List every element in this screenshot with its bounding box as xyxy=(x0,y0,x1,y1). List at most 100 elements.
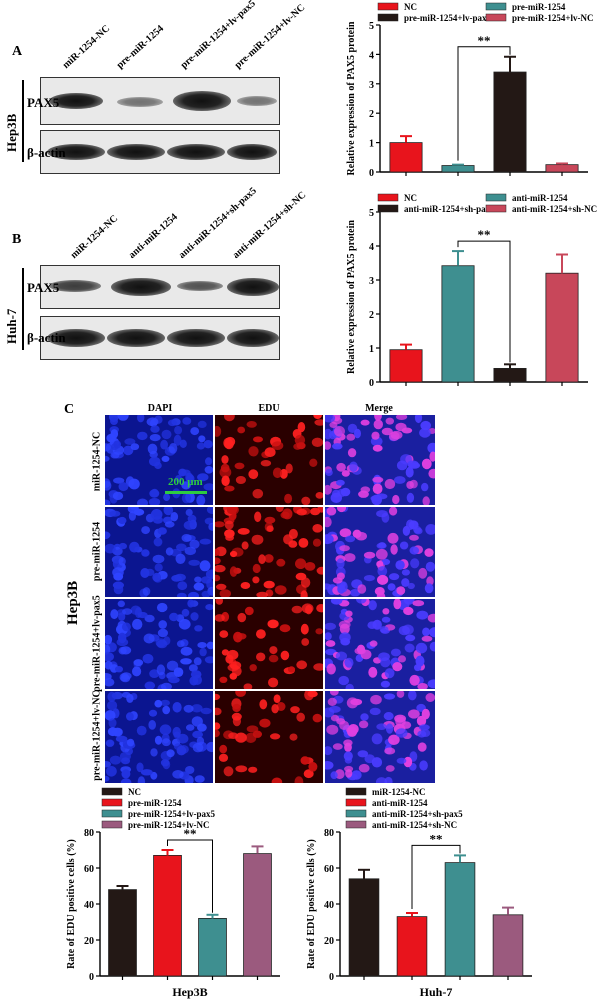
nucleus xyxy=(379,626,389,633)
chart-b: 0 1 2 3 4 5 Relative expression of PAX5 protei… xyxy=(346,193,597,389)
bar xyxy=(348,878,380,977)
band xyxy=(237,96,277,106)
chart-title: Huh-7 xyxy=(420,985,453,999)
nucleus xyxy=(163,507,174,516)
nucleus xyxy=(405,634,416,642)
nucleus xyxy=(399,541,409,550)
nucleus xyxy=(110,417,118,425)
nucleus xyxy=(315,628,323,635)
nucleus xyxy=(377,574,389,585)
nucleus xyxy=(235,765,248,773)
nucleus xyxy=(395,415,408,420)
nucleus xyxy=(258,554,266,565)
nucleus xyxy=(325,534,334,545)
nucleus xyxy=(237,528,250,535)
nucleus xyxy=(421,708,430,720)
nucleus xyxy=(190,427,200,436)
protein-label-actin: β-actin xyxy=(27,330,66,345)
nucleus xyxy=(403,606,414,616)
scale-bar-line xyxy=(165,491,207,494)
nucleus xyxy=(352,529,362,538)
nucleus xyxy=(336,507,347,513)
nucleus xyxy=(162,759,171,770)
nucleus xyxy=(259,699,268,710)
nucleus xyxy=(337,488,347,497)
nucleus xyxy=(374,587,385,596)
nucleus xyxy=(117,415,129,421)
nucleus xyxy=(335,651,348,661)
nucleus xyxy=(178,619,191,630)
nucleus xyxy=(429,627,435,638)
nucleus xyxy=(150,771,158,780)
nucleus xyxy=(427,679,435,689)
nucleus xyxy=(105,652,114,662)
nucleus xyxy=(304,691,314,701)
nucleus xyxy=(298,538,309,548)
nucleus xyxy=(369,707,381,716)
nucleus xyxy=(241,541,249,550)
nucleus xyxy=(146,417,159,427)
nucleus xyxy=(326,507,337,516)
nucleus xyxy=(398,655,406,663)
legend-label: pre-miR-1254 xyxy=(128,798,182,808)
nucleus xyxy=(398,625,410,636)
nucleus xyxy=(421,482,429,492)
nucleus xyxy=(326,724,339,735)
cell-line-bracket xyxy=(22,80,24,162)
nucleus xyxy=(230,550,238,558)
blot-actin-b xyxy=(40,316,280,360)
nucleus xyxy=(110,609,119,620)
lane-label: miR-1254-NC xyxy=(68,213,121,261)
nucleus xyxy=(188,591,199,597)
y-tick-label: 2 xyxy=(369,310,374,321)
band xyxy=(111,278,171,296)
legend-swatch xyxy=(485,204,507,213)
nucleus xyxy=(347,724,359,735)
y-axis-label: Rate of EDU positive cells (%) xyxy=(306,839,317,969)
nucleus xyxy=(230,661,242,670)
nucleus xyxy=(105,761,111,768)
nucleus xyxy=(376,510,388,518)
legend-label: NC xyxy=(404,2,417,12)
significance-bracket xyxy=(167,839,213,913)
nucleus xyxy=(341,470,350,477)
bar xyxy=(545,164,579,173)
nucleus xyxy=(105,499,111,505)
nucleus xyxy=(372,483,383,495)
bar xyxy=(396,916,428,977)
nucleus xyxy=(404,643,415,653)
nucleus xyxy=(121,622,131,632)
nucleus xyxy=(429,641,435,652)
nucleus xyxy=(392,494,400,505)
column-header: DAPI xyxy=(147,403,173,414)
nucleus xyxy=(358,720,369,729)
significance-bracket xyxy=(457,46,511,161)
nucleus xyxy=(215,574,221,582)
nucleus xyxy=(215,599,223,605)
nucleus xyxy=(256,652,266,662)
nucleus xyxy=(106,766,117,777)
legend-label: NC xyxy=(404,193,417,203)
nucleus xyxy=(360,649,372,660)
nucleus xyxy=(405,466,414,478)
nucleus xyxy=(346,697,359,709)
nucleus xyxy=(136,762,144,773)
nucleus xyxy=(268,677,279,688)
nucleus xyxy=(381,558,391,565)
nucleus xyxy=(356,599,367,604)
nucleus xyxy=(422,496,430,505)
nucleus xyxy=(272,467,283,479)
nuclei-layer xyxy=(325,599,435,689)
nucleus xyxy=(235,732,247,743)
significance-label: ** xyxy=(478,33,491,48)
nucleus xyxy=(334,426,345,437)
y-tick-label: 1 xyxy=(369,344,374,355)
nucleus xyxy=(116,638,129,647)
nucleus xyxy=(345,535,356,543)
nucleus xyxy=(325,632,332,641)
nucleus xyxy=(197,723,207,732)
nucleus xyxy=(105,531,111,540)
nucleus xyxy=(105,739,115,747)
nucleus xyxy=(325,746,333,756)
nucleus xyxy=(285,463,293,474)
